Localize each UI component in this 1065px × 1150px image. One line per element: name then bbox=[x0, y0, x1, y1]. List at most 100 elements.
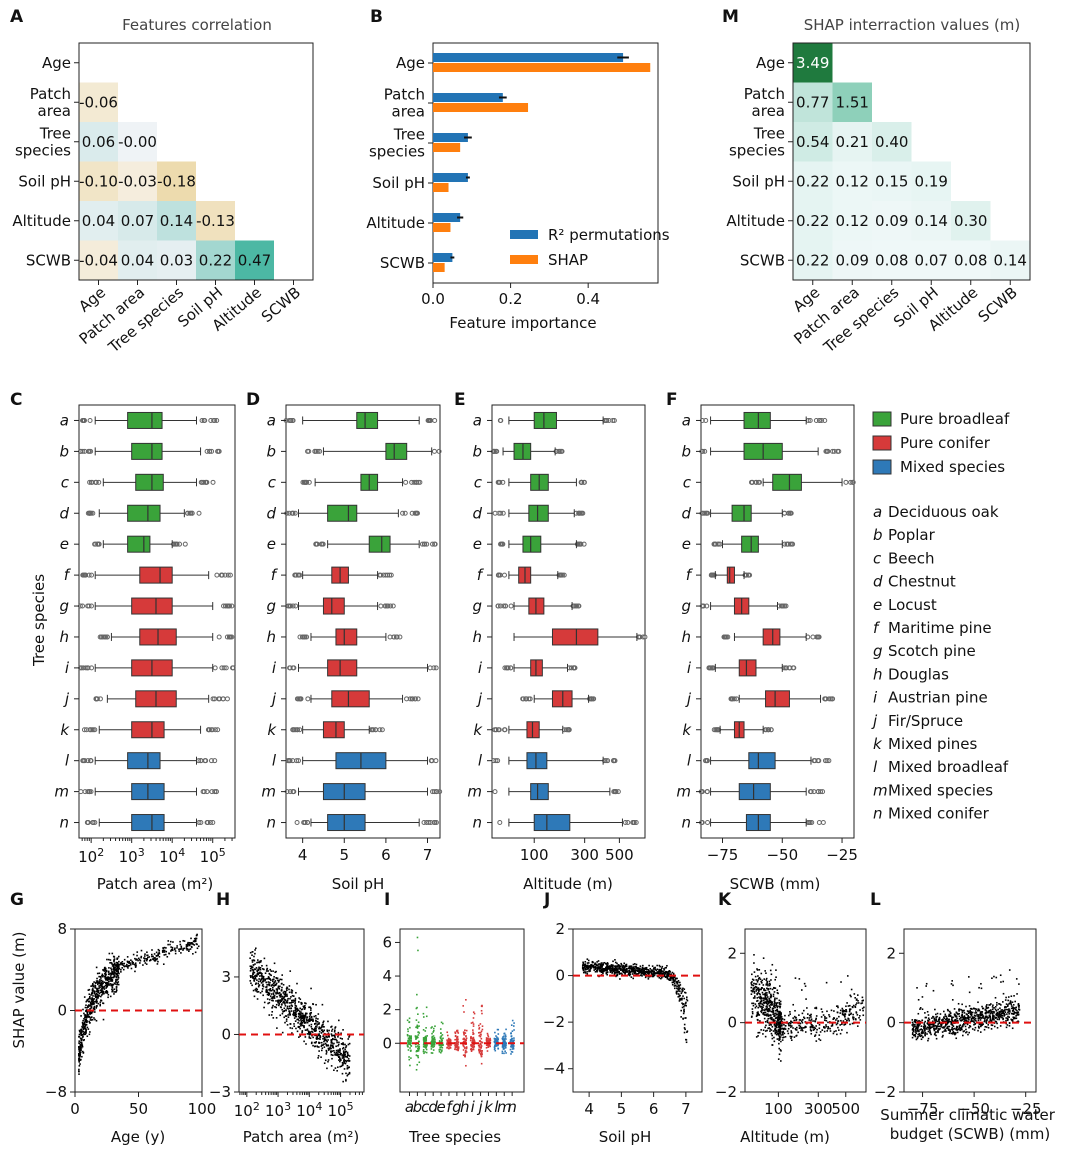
scatter-point bbox=[254, 949, 256, 951]
scatter-point bbox=[311, 1043, 313, 1045]
box-iqr bbox=[739, 660, 756, 676]
scatter-point bbox=[108, 982, 110, 984]
scatter-point bbox=[607, 963, 609, 965]
scatter-xtick-label: h bbox=[460, 1098, 470, 1116]
box-outlier bbox=[817, 821, 821, 825]
scatter-point bbox=[83, 1029, 85, 1031]
scatter-point bbox=[180, 944, 182, 946]
scatter-point bbox=[678, 989, 680, 991]
scatter-point bbox=[273, 982, 275, 984]
scatter-point bbox=[338, 1056, 340, 1058]
scatter-point bbox=[301, 1009, 303, 1011]
scatter-point bbox=[417, 937, 419, 939]
scatter-point bbox=[81, 1030, 83, 1032]
scatter-point bbox=[306, 1020, 308, 1022]
scatter-point bbox=[348, 1044, 350, 1046]
scatter-point bbox=[646, 971, 648, 973]
scatter-point bbox=[82, 1020, 84, 1022]
scatter-point bbox=[172, 949, 174, 951]
legend-species-letter: l bbox=[873, 758, 878, 776]
scatter-point bbox=[349, 1073, 351, 1075]
scatter-point bbox=[669, 970, 671, 972]
legend-perm-label: R² permutations bbox=[548, 226, 670, 244]
scatter-point bbox=[271, 1011, 273, 1013]
scatter-point bbox=[309, 1034, 311, 1036]
box-species-label: d bbox=[472, 504, 482, 522]
scatter-xtick-label: e bbox=[436, 1098, 445, 1116]
scatter-point bbox=[674, 988, 676, 990]
scatter-point bbox=[250, 982, 252, 984]
scatter-point bbox=[683, 1009, 685, 1011]
box-species-label: a bbox=[473, 411, 482, 429]
scatter-point bbox=[410, 1045, 412, 1047]
scatter-point bbox=[96, 978, 98, 980]
scatter-point bbox=[113, 968, 115, 970]
scatter-point bbox=[620, 973, 622, 975]
scatter-point bbox=[655, 973, 657, 975]
scatter-point bbox=[620, 968, 622, 970]
box-species-label: l bbox=[478, 752, 483, 770]
scatter-point bbox=[83, 1023, 85, 1025]
scatter-point bbox=[666, 965, 668, 967]
scatter-point bbox=[255, 978, 257, 980]
scatter-point bbox=[151, 954, 153, 956]
scatter-point bbox=[661, 970, 663, 972]
scatter-point bbox=[260, 992, 262, 994]
scatter-point bbox=[264, 958, 266, 960]
scatter-point bbox=[424, 1046, 426, 1048]
scatter-point bbox=[162, 948, 164, 950]
scatter-point bbox=[257, 983, 259, 985]
scatter-point bbox=[624, 966, 626, 968]
scatter-point bbox=[80, 1037, 82, 1039]
bar-shap bbox=[433, 183, 449, 192]
scatter-point bbox=[141, 950, 143, 952]
box-xtick-label: 104 bbox=[159, 846, 185, 866]
scatter-point bbox=[117, 962, 119, 964]
scatter-point bbox=[417, 1013, 419, 1015]
scatter-point bbox=[348, 1058, 350, 1060]
scatter-point bbox=[252, 973, 254, 975]
scatter-xtick-label: 4 bbox=[584, 1100, 594, 1118]
scatter-point bbox=[270, 995, 272, 997]
scatter-point bbox=[327, 1030, 329, 1032]
scatter-point bbox=[281, 983, 283, 985]
scatter-point bbox=[98, 976, 100, 978]
scatter-point bbox=[332, 1054, 334, 1056]
scatter-point bbox=[249, 980, 251, 982]
scatter-point bbox=[103, 987, 105, 989]
scatter-point bbox=[433, 1049, 435, 1051]
legend-perm-swatch bbox=[510, 230, 538, 239]
scatter-point bbox=[426, 1035, 428, 1037]
scatter-point bbox=[79, 1030, 81, 1032]
scatter-point bbox=[767, 1018, 769, 1020]
box-xtick-label: 300 bbox=[570, 846, 599, 864]
box-iqr bbox=[136, 474, 164, 490]
scatter-point bbox=[637, 969, 639, 971]
heatmap-m-ylabel: Altitude bbox=[726, 212, 785, 230]
heatmap-a-xlabel: SCWB bbox=[258, 283, 304, 326]
scatter-point bbox=[113, 964, 115, 966]
scatter-point bbox=[298, 1036, 300, 1038]
scatter-point bbox=[625, 971, 627, 973]
scatter-point bbox=[636, 964, 638, 966]
scatter-point bbox=[756, 1036, 758, 1038]
scatter-point bbox=[158, 952, 160, 954]
scatter-point bbox=[324, 1062, 326, 1064]
scatter-point bbox=[769, 1007, 771, 1009]
scatter-xtick-label: i bbox=[471, 1098, 476, 1116]
scatter-point bbox=[632, 969, 634, 971]
scatter-point bbox=[80, 1059, 82, 1061]
scatter-point bbox=[180, 952, 182, 954]
scatter-point bbox=[816, 1008, 818, 1010]
scatter-point bbox=[274, 995, 276, 997]
scatter-point bbox=[132, 962, 134, 964]
scatter-point bbox=[85, 1031, 87, 1033]
scatter-point bbox=[682, 988, 684, 990]
scatter-point bbox=[438, 1049, 440, 1051]
scatter-point bbox=[293, 1012, 295, 1014]
box-d-xlabel: Soil pH bbox=[332, 875, 385, 893]
scatter-point bbox=[466, 1046, 468, 1048]
scatter-point bbox=[465, 1032, 467, 1034]
box-xtick-label: 6 bbox=[381, 846, 391, 864]
heatmap-a-value: -0.00 bbox=[118, 133, 157, 151]
